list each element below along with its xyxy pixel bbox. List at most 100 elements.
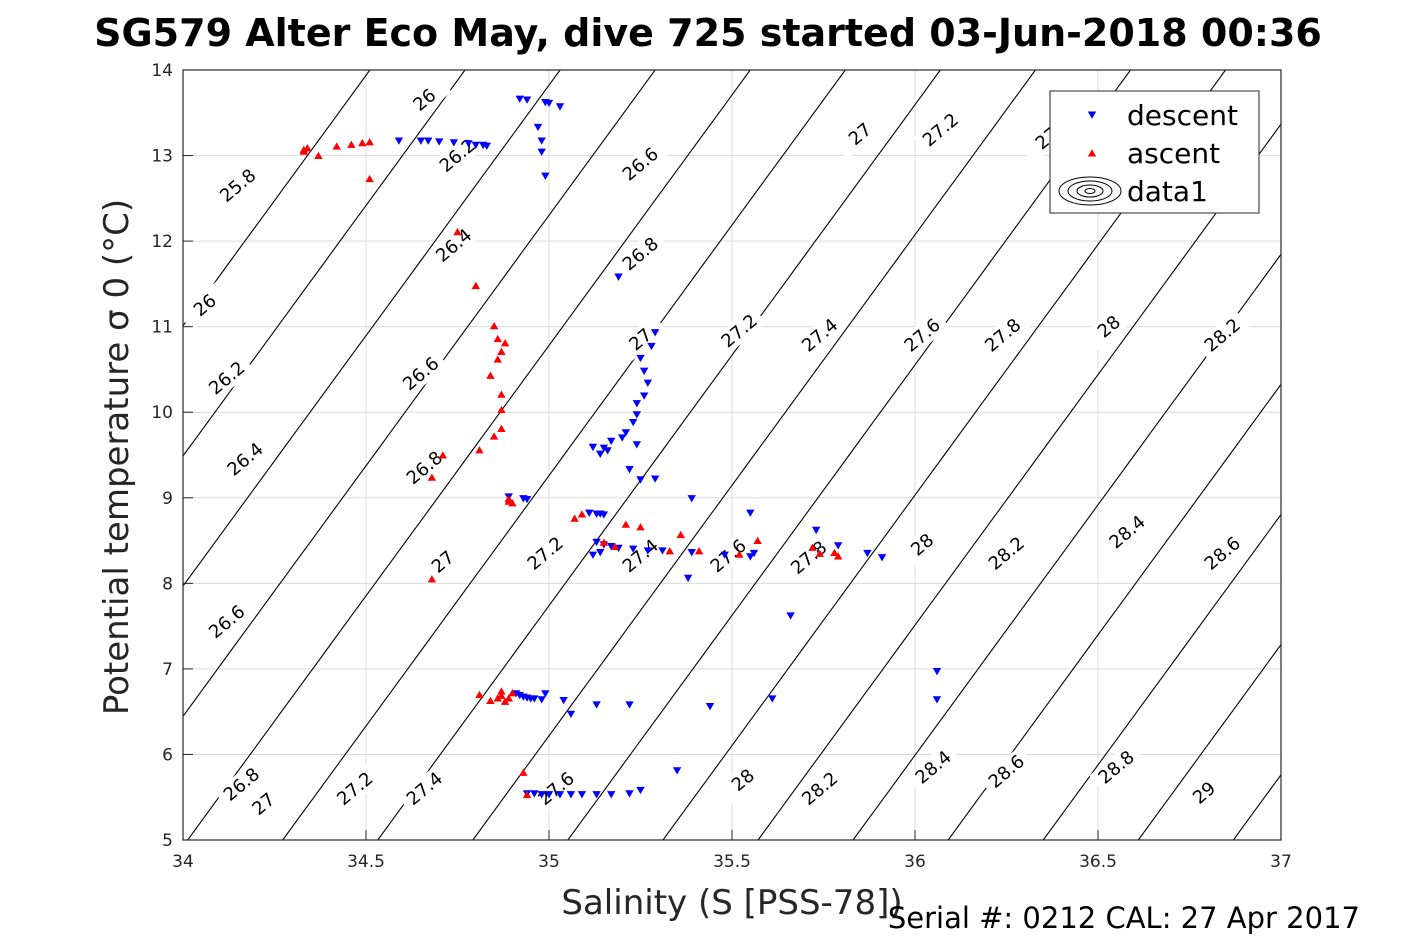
y-tick-label: 5 [162,831,173,851]
descent-point [416,137,426,145]
ascent-point [497,405,506,414]
x-tick-label: 34.5 [347,852,385,872]
ascent-point [833,552,843,560]
descent-point [768,695,777,703]
descent-point [482,142,491,150]
descent-point [720,551,729,559]
descent-point [588,551,598,559]
descent-point [877,554,887,562]
descent-point [592,701,601,709]
x-tick-label: 35.5 [713,852,751,872]
isopycnal-28.4 [1042,513,1281,840]
descent-point [537,137,546,145]
contour-label-bg [426,220,481,271]
descent-point [596,450,605,458]
x-tick-label: 37 [1270,852,1292,872]
descent-point [628,418,638,427]
descent-point [614,273,623,281]
ascent-point [577,510,587,518]
x-axis-ticks: 34 34.5 35 35.5 36 36.5 37 [172,830,1292,872]
descent-point [599,444,609,452]
descent-point [647,342,656,351]
descent-point [541,690,550,698]
ascent-point [753,536,762,545]
contour-label-bg [199,352,254,404]
ascent-point [453,227,462,236]
descent-point [544,99,554,108]
descent-point [746,553,755,561]
descent-point [632,441,642,449]
descent-point [658,547,667,555]
contour-label-bg [415,536,470,588]
ascent-point [636,523,645,531]
ascent-point [808,543,817,551]
contour-label-bg [177,280,232,331]
ascent-point [427,473,437,481]
descent-point [449,139,459,147]
descent-point [786,612,795,620]
descent-point [544,791,554,799]
descent-point [592,538,601,547]
ascent-point [497,424,506,432]
contour-label-bg [613,314,668,365]
ascent-point [486,696,495,705]
ascent-point [519,768,528,776]
ascent-point [303,144,312,152]
ascent-point [358,138,367,147]
y-axis-label: Potential temperature σ 0 (°C) [97,199,137,715]
isopycnal-26.8 [282,70,846,840]
y-tick-label: 9 [162,489,173,509]
isopycnal-25.8 [183,70,371,327]
legend: descent ascent data1 [1049,90,1260,214]
y-axis-ticks: 5 6 7 8 9 10 11 12 13 14 [151,61,193,851]
legend-descent-label: descent [1127,99,1238,132]
contour-label-bg [210,160,265,211]
ascent-point [489,322,499,330]
descent-point [566,791,576,799]
contour-label-bg [712,305,767,357]
ascent-point [332,142,341,150]
descent-point [533,123,543,132]
ascent-point [497,390,506,398]
ascent-point [621,520,631,528]
contour-label-bg [218,434,273,485]
ascent-point [475,446,484,454]
descent-point [522,96,532,104]
contour-label-bg [906,742,961,793]
descent-point [639,392,649,400]
descent-point [636,786,645,795]
contour-label-bg [393,348,448,399]
descent-point [555,791,565,799]
descent-point [596,549,605,557]
isopycnal-26.4 [183,70,656,718]
ascent-point [427,575,437,583]
legend-contour-glyph [1067,180,1113,202]
ascent-point [610,542,620,551]
contour-label-bg [613,530,668,582]
descent-point [811,526,821,535]
descent-point [588,443,598,452]
y-tick-label: 8 [162,574,173,594]
descent-point [541,172,550,180]
descent-point [603,447,612,455]
descent-point [705,703,715,711]
descent-point [625,790,634,798]
descent-point [639,367,649,375]
legend-ascent-label: ascent [1127,137,1220,170]
chart-title: SG579 Alter Eco May, dive 725 started 03… [94,11,1322,55]
descent-point [607,437,616,446]
ascent-point [497,691,506,699]
contour-label-bg [397,442,452,493]
y-tick-label: 13 [151,147,173,167]
isopycnal-28 [852,253,1281,840]
descent-point [566,710,576,719]
ascent-point [486,371,495,379]
y-tick-label: 14 [151,61,173,81]
descent-point [643,379,653,387]
ascent-point [694,547,704,555]
ascent-point [365,138,374,146]
x-tick-label: 36.5 [1079,852,1117,872]
descent-point [394,137,404,145]
contour-label-bg [781,532,836,583]
